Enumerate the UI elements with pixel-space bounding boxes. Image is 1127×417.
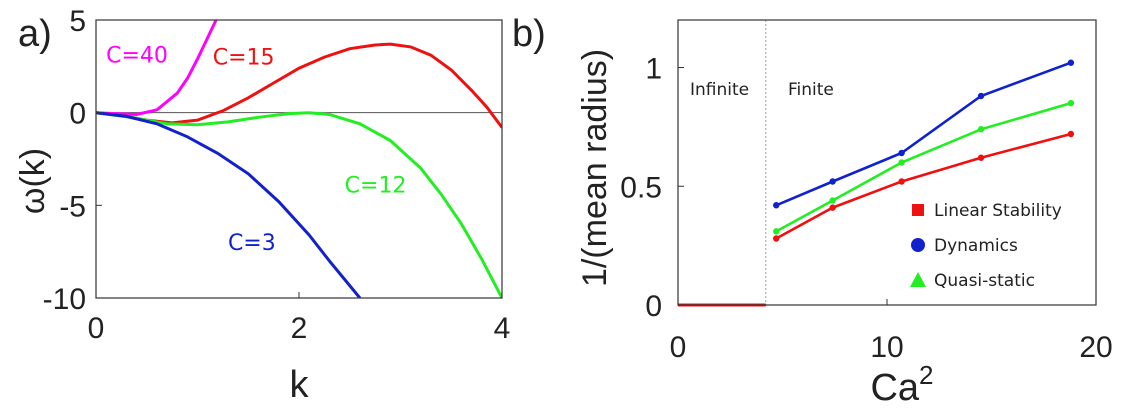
data-point-linear-stability bbox=[829, 204, 836, 211]
data-point-dynamics bbox=[829, 178, 836, 185]
panel-b-region-infinite: Infinite bbox=[690, 80, 749, 100]
data-point-dynamics bbox=[773, 202, 780, 209]
panel-b-x-axis-label: Ca2 bbox=[870, 360, 933, 409]
panel-b-y-axis-label: 1/(mean radius) bbox=[576, 49, 614, 287]
legend-label-dynamics: Dynamics bbox=[934, 236, 1018, 256]
series-line-c-40 bbox=[96, 20, 218, 117]
data-point-quasi-static bbox=[898, 159, 905, 166]
panel-b-x-axis-label-superscript: 2 bbox=[919, 360, 933, 390]
panel-a-y-axis-label: ω(k) bbox=[14, 148, 52, 214]
data-point-linear-stability bbox=[977, 154, 985, 161]
legend-label-quasi-static: Quasi-static bbox=[934, 271, 1035, 291]
panel-a-x-axis-label: k bbox=[290, 364, 310, 406]
curve-label-c-3: C=3 bbox=[228, 231, 276, 256]
data-point-linear-stability bbox=[1067, 130, 1075, 138]
panel-a-label: a) bbox=[18, 13, 52, 55]
panel-b-legend: Linear Stability Dynamics Quasi-static bbox=[910, 201, 1062, 291]
curve-label-c-12: C=12 bbox=[345, 173, 407, 198]
data-point-linear-stability bbox=[773, 235, 780, 242]
y-tick-label: 5 bbox=[69, 5, 86, 38]
panel-b-y-ticks: 00.51 bbox=[620, 53, 684, 323]
series-line-c-3 bbox=[96, 111, 362, 298]
y-tick-label: 0 bbox=[645, 290, 662, 323]
data-point-quasi-static bbox=[1067, 99, 1075, 107]
data-point-dynamics bbox=[1067, 59, 1075, 66]
data-point-quasi-static bbox=[977, 126, 985, 133]
panel-b-label: b) bbox=[512, 13, 546, 55]
y-tick-label: 1 bbox=[645, 53, 662, 86]
x-tick-label: 0 bbox=[88, 312, 105, 345]
panel-b-region-finite: Finite bbox=[788, 80, 834, 100]
y-tick-label: 0 bbox=[69, 98, 86, 131]
data-point-linear-stability bbox=[898, 178, 905, 185]
legend-marker-linear-stability bbox=[912, 204, 924, 216]
data-point-quasi-static bbox=[773, 228, 780, 235]
x-tick-label: 4 bbox=[494, 312, 511, 345]
panel-a-curve-labels: C=40 C=15 C=12 C=3 bbox=[106, 44, 406, 256]
x-tick-label: 2 bbox=[291, 312, 308, 345]
y-tick-label: -5 bbox=[59, 190, 86, 223]
legend-label-linear-stability: Linear Stability bbox=[934, 201, 1062, 221]
curve-label-c-40: C=40 bbox=[106, 44, 168, 69]
panel-b: b) Infinite Finite 00.51 0 10 20 Ca2 1/(me… bbox=[512, 13, 1113, 409]
x-tick-label: 20 bbox=[1079, 331, 1112, 364]
panel-b-plot-frame bbox=[677, 19, 1097, 306]
panel-b-x-axis-label-base: Ca bbox=[870, 367, 919, 409]
curve-label-c-15: C=15 bbox=[213, 45, 275, 70]
panel-a: a) 5 0 -5 -10 0 2 4 k ω(k) C=40 C=15 C=12 C=3 bbox=[14, 5, 510, 406]
x-tick-label: 10 bbox=[870, 331, 903, 364]
legend-marker-quasi-static bbox=[910, 272, 926, 287]
panel-a-x-ticks: 0 2 4 bbox=[88, 292, 511, 345]
y-tick-label: -10 bbox=[43, 283, 86, 316]
x-tick-label: 0 bbox=[670, 331, 687, 364]
series-line-c-12 bbox=[96, 111, 502, 298]
panel-b-x-ticks: 0 10 20 bbox=[670, 299, 1113, 364]
data-point-dynamics bbox=[898, 149, 905, 157]
panel-a-y-ticks: 5 0 -5 -10 bbox=[43, 5, 102, 316]
y-tick-label: 0.5 bbox=[620, 171, 662, 204]
data-point-dynamics bbox=[977, 92, 985, 100]
data-point-quasi-static bbox=[829, 197, 836, 204]
legend-marker-dynamics bbox=[911, 238, 925, 252]
panel-a-series bbox=[96, 20, 502, 298]
panel-b-series bbox=[678, 59, 1075, 307]
